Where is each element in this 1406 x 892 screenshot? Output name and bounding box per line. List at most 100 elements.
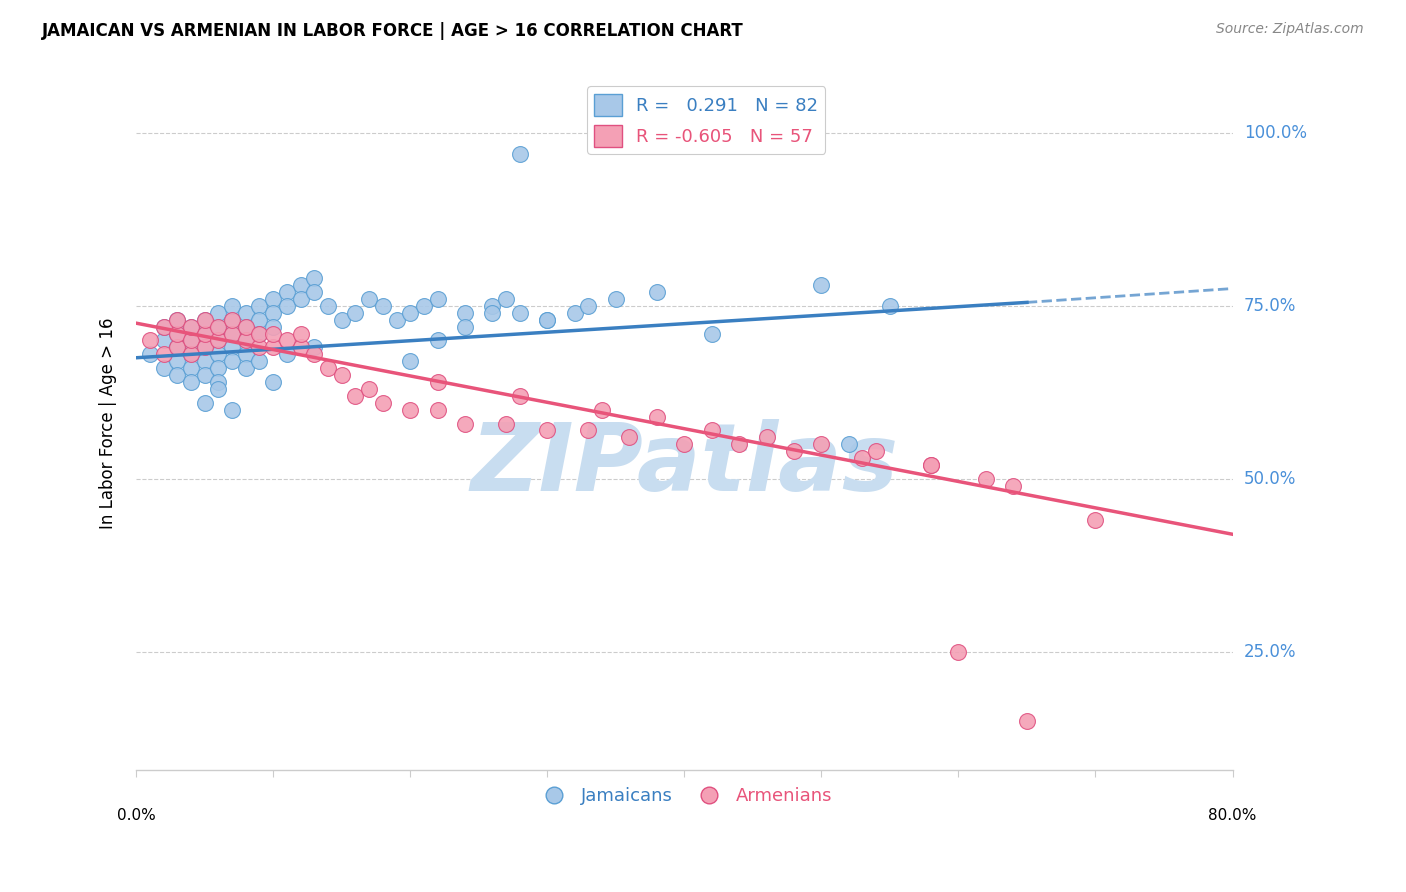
Point <box>290 292 312 306</box>
Point <box>235 306 257 320</box>
Point <box>180 347 202 361</box>
Point <box>152 334 174 348</box>
Point <box>700 424 723 438</box>
Point <box>166 368 188 382</box>
Point <box>139 347 162 361</box>
Point <box>194 396 217 410</box>
Point <box>1002 479 1025 493</box>
Point <box>166 354 188 368</box>
Point <box>166 312 188 326</box>
Point <box>152 319 174 334</box>
Point <box>359 292 381 306</box>
Text: Source: ZipAtlas.com: Source: ZipAtlas.com <box>1216 22 1364 37</box>
Point <box>495 417 517 431</box>
Point <box>139 334 162 348</box>
Point <box>180 319 202 334</box>
Point <box>235 319 257 334</box>
Point <box>194 354 217 368</box>
Point <box>235 361 257 376</box>
Point <box>194 368 217 382</box>
Point <box>564 306 586 320</box>
Text: JAMAICAN VS ARMENIAN IN LABOR FORCE | AGE > 16 CORRELATION CHART: JAMAICAN VS ARMENIAN IN LABOR FORCE | AG… <box>42 22 744 40</box>
Point <box>810 278 832 293</box>
Y-axis label: In Labor Force | Age > 16: In Labor Force | Age > 16 <box>100 318 117 529</box>
Point <box>249 354 271 368</box>
Point <box>221 299 243 313</box>
Point <box>344 389 367 403</box>
Point <box>330 312 353 326</box>
Point <box>399 354 422 368</box>
Point <box>536 424 558 438</box>
Point <box>316 299 339 313</box>
Point <box>180 319 202 334</box>
Point <box>152 319 174 334</box>
Point <box>262 292 284 306</box>
Point <box>290 326 312 341</box>
Point <box>207 319 229 334</box>
Point <box>426 334 449 348</box>
Point <box>879 299 901 313</box>
Text: 80.0%: 80.0% <box>1208 808 1257 823</box>
Point <box>481 306 503 320</box>
Point <box>399 306 422 320</box>
Point <box>207 334 229 348</box>
Point <box>426 375 449 389</box>
Point <box>304 340 326 354</box>
Point <box>673 437 696 451</box>
Point <box>194 340 217 354</box>
Point <box>371 299 394 313</box>
Point <box>481 299 503 313</box>
Point <box>207 382 229 396</box>
Point <box>180 375 202 389</box>
Point <box>180 361 202 376</box>
Point <box>755 430 778 444</box>
Point <box>221 326 243 341</box>
Point <box>1015 714 1038 728</box>
Point <box>316 361 339 376</box>
Point <box>249 326 271 341</box>
Point <box>304 271 326 285</box>
Point <box>304 285 326 299</box>
Point <box>194 326 217 341</box>
Point <box>920 458 942 472</box>
Point <box>221 340 243 354</box>
Point <box>371 396 394 410</box>
Point <box>207 347 229 361</box>
Point <box>235 347 257 361</box>
Point <box>262 375 284 389</box>
Point <box>152 361 174 376</box>
Point <box>645 409 668 424</box>
Point <box>276 347 298 361</box>
Point <box>385 312 408 326</box>
Point <box>180 334 202 348</box>
Point <box>249 326 271 341</box>
Point <box>221 326 243 341</box>
Point <box>304 347 326 361</box>
Point <box>851 451 873 466</box>
Point <box>536 312 558 326</box>
Point <box>235 319 257 334</box>
Point <box>454 306 477 320</box>
Point <box>221 312 243 326</box>
Point <box>194 312 217 326</box>
Point <box>249 312 271 326</box>
Point <box>576 424 599 438</box>
Point <box>509 146 531 161</box>
Point <box>207 375 229 389</box>
Point <box>399 402 422 417</box>
Point <box>728 437 751 451</box>
Point <box>536 312 558 326</box>
Point <box>591 402 613 417</box>
Point <box>207 334 229 348</box>
Point <box>948 645 970 659</box>
Point <box>262 326 284 341</box>
Point <box>605 292 627 306</box>
Text: 100.0%: 100.0% <box>1244 124 1306 142</box>
Point <box>207 361 229 376</box>
Point <box>249 299 271 313</box>
Point <box>344 306 367 320</box>
Point <box>576 299 599 313</box>
Point <box>454 417 477 431</box>
Text: 75.0%: 75.0% <box>1244 297 1296 315</box>
Point <box>330 368 353 382</box>
